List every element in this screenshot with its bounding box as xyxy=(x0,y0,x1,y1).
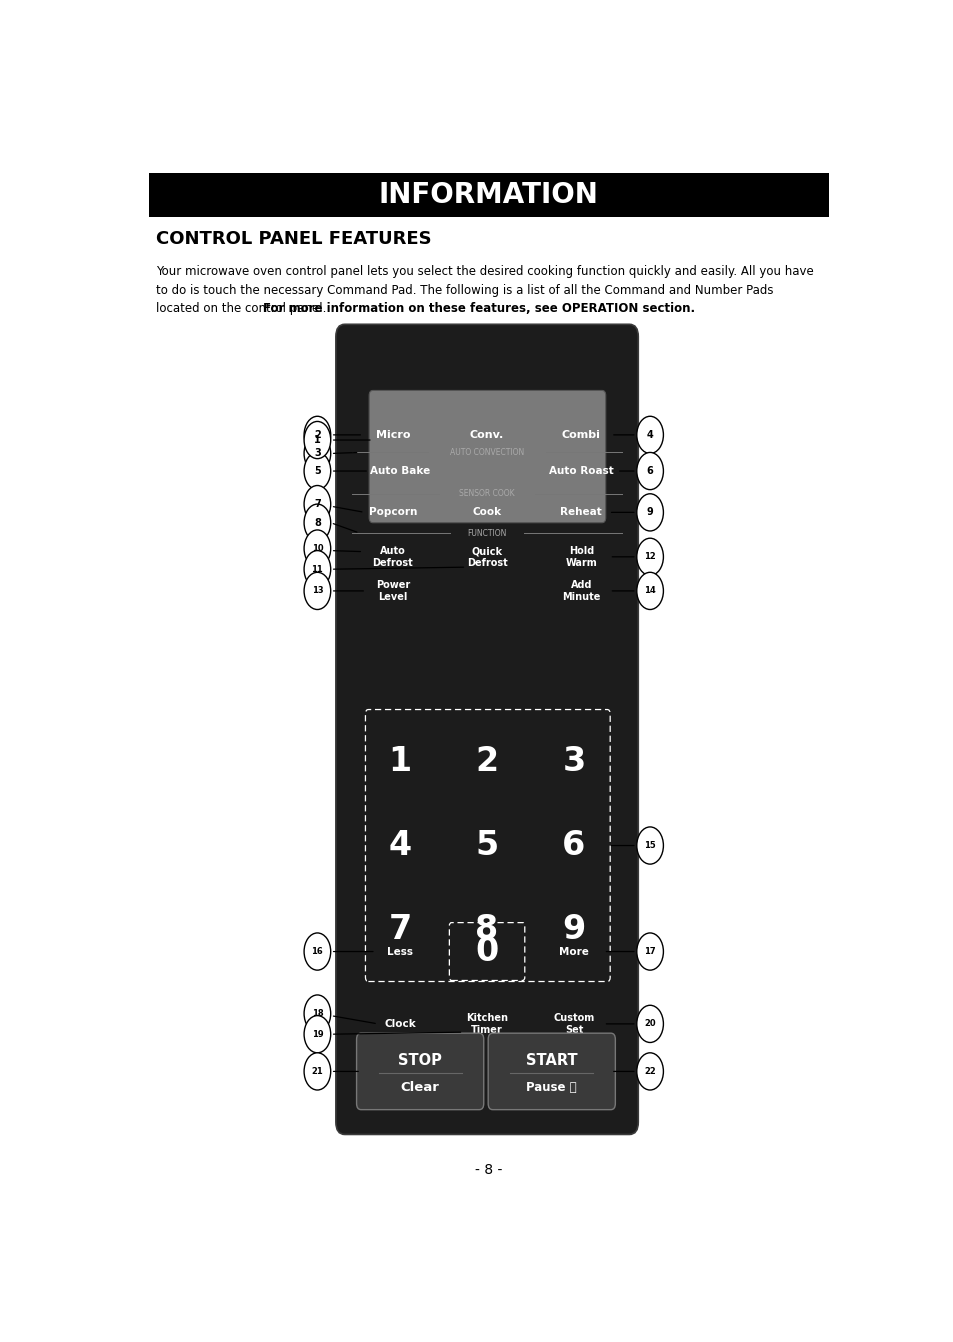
Text: 6: 6 xyxy=(646,466,653,476)
Text: INFORMATION: INFORMATION xyxy=(378,181,598,209)
Text: 2: 2 xyxy=(475,745,498,777)
Text: Reheat: Reheat xyxy=(559,507,601,518)
Text: 3: 3 xyxy=(561,745,585,777)
Circle shape xyxy=(304,1016,331,1053)
Circle shape xyxy=(304,486,331,522)
Text: Clock: Clock xyxy=(384,1019,416,1029)
Text: Custom
Set: Custom Set xyxy=(553,1013,594,1035)
FancyBboxPatch shape xyxy=(149,173,828,217)
Circle shape xyxy=(304,416,331,454)
Text: 7: 7 xyxy=(388,914,412,946)
Text: 13: 13 xyxy=(312,586,323,596)
Text: Quick
Defrost: Quick Defrost xyxy=(466,546,507,568)
Circle shape xyxy=(636,416,662,454)
Text: Auto Roast: Auto Roast xyxy=(548,466,613,476)
Text: 20: 20 xyxy=(643,1020,656,1028)
Text: 19: 19 xyxy=(312,1029,323,1039)
Circle shape xyxy=(304,572,331,609)
Circle shape xyxy=(636,538,662,576)
Text: CONTROL PANEL FEATURES: CONTROL PANEL FEATURES xyxy=(156,229,432,247)
Circle shape xyxy=(636,1053,662,1090)
Text: Add
Minute: Add Minute xyxy=(561,580,599,601)
Text: AUTO CONVECTION: AUTO CONVECTION xyxy=(450,448,523,456)
Text: More: More xyxy=(558,946,588,957)
Text: 1: 1 xyxy=(388,745,412,777)
Text: 3: 3 xyxy=(314,448,320,459)
Text: 6: 6 xyxy=(561,829,585,862)
Text: 5: 5 xyxy=(475,829,498,862)
Text: Combi: Combi xyxy=(561,429,600,440)
Text: 12: 12 xyxy=(643,553,656,561)
Circle shape xyxy=(636,827,662,864)
Text: 8: 8 xyxy=(314,518,320,527)
Text: 17: 17 xyxy=(643,947,656,956)
Circle shape xyxy=(304,994,331,1032)
Text: Clear: Clear xyxy=(400,1080,439,1094)
Circle shape xyxy=(304,530,331,568)
Text: located on the control panel.: located on the control panel. xyxy=(156,302,330,315)
Text: Power
Level: Power Level xyxy=(375,580,410,601)
Circle shape xyxy=(304,421,331,459)
Text: 1: 1 xyxy=(314,435,320,446)
Text: 8: 8 xyxy=(475,914,498,946)
Text: Micro: Micro xyxy=(375,429,410,440)
FancyBboxPatch shape xyxy=(488,1033,615,1110)
Circle shape xyxy=(304,435,331,472)
Text: 9: 9 xyxy=(646,507,653,518)
Text: 15: 15 xyxy=(643,841,656,849)
Circle shape xyxy=(636,572,662,609)
Text: 5: 5 xyxy=(314,466,320,476)
Circle shape xyxy=(636,1005,662,1043)
Text: Popcorn: Popcorn xyxy=(368,507,416,518)
Text: Auto Bake: Auto Bake xyxy=(370,466,430,476)
Text: 7: 7 xyxy=(314,499,320,509)
Text: 0: 0 xyxy=(475,935,498,968)
Text: For more information on these features, see OPERATION section.: For more information on these features, … xyxy=(263,302,695,315)
Circle shape xyxy=(304,550,331,588)
Text: 10: 10 xyxy=(312,544,323,553)
Text: - 8 -: - 8 - xyxy=(475,1162,502,1177)
Circle shape xyxy=(636,452,662,490)
Text: Your microwave oven control panel lets you select the desired cooking function q: Your microwave oven control panel lets y… xyxy=(156,266,813,278)
Text: Kitchen
Timer: Kitchen Timer xyxy=(466,1013,508,1035)
Text: Less: Less xyxy=(387,946,413,957)
Circle shape xyxy=(304,452,331,490)
Text: SENSOR COOK: SENSOR COOK xyxy=(458,490,515,498)
Text: Auto
Defrost: Auto Defrost xyxy=(372,546,413,568)
Text: START: START xyxy=(525,1053,577,1068)
Text: 18: 18 xyxy=(312,1009,323,1019)
Circle shape xyxy=(304,933,331,970)
Text: Conv.: Conv. xyxy=(470,429,504,440)
Text: STOP: STOP xyxy=(397,1053,441,1068)
FancyBboxPatch shape xyxy=(335,325,638,1134)
Text: 4: 4 xyxy=(388,829,412,862)
Text: 16: 16 xyxy=(312,947,323,956)
Circle shape xyxy=(304,505,331,541)
Text: Cook: Cook xyxy=(472,507,501,518)
Circle shape xyxy=(304,1053,331,1090)
Text: Hold
Warm: Hold Warm xyxy=(565,546,597,568)
Text: to do is touch the necessary Command Pad. The following is a list of all the Com: to do is touch the necessary Command Pad… xyxy=(156,283,773,297)
FancyBboxPatch shape xyxy=(369,391,605,522)
Text: 21: 21 xyxy=(312,1067,323,1076)
Text: 2: 2 xyxy=(314,429,320,440)
FancyBboxPatch shape xyxy=(356,1033,483,1110)
Text: 22: 22 xyxy=(643,1067,656,1076)
Text: 4: 4 xyxy=(646,429,653,440)
Text: 14: 14 xyxy=(643,586,656,596)
Text: 11: 11 xyxy=(312,565,323,574)
Text: 9: 9 xyxy=(561,914,585,946)
Circle shape xyxy=(636,494,662,531)
Circle shape xyxy=(636,933,662,970)
Text: FUNCTION: FUNCTION xyxy=(467,529,506,538)
Text: Pause ⚿: Pause ⚿ xyxy=(526,1080,577,1094)
